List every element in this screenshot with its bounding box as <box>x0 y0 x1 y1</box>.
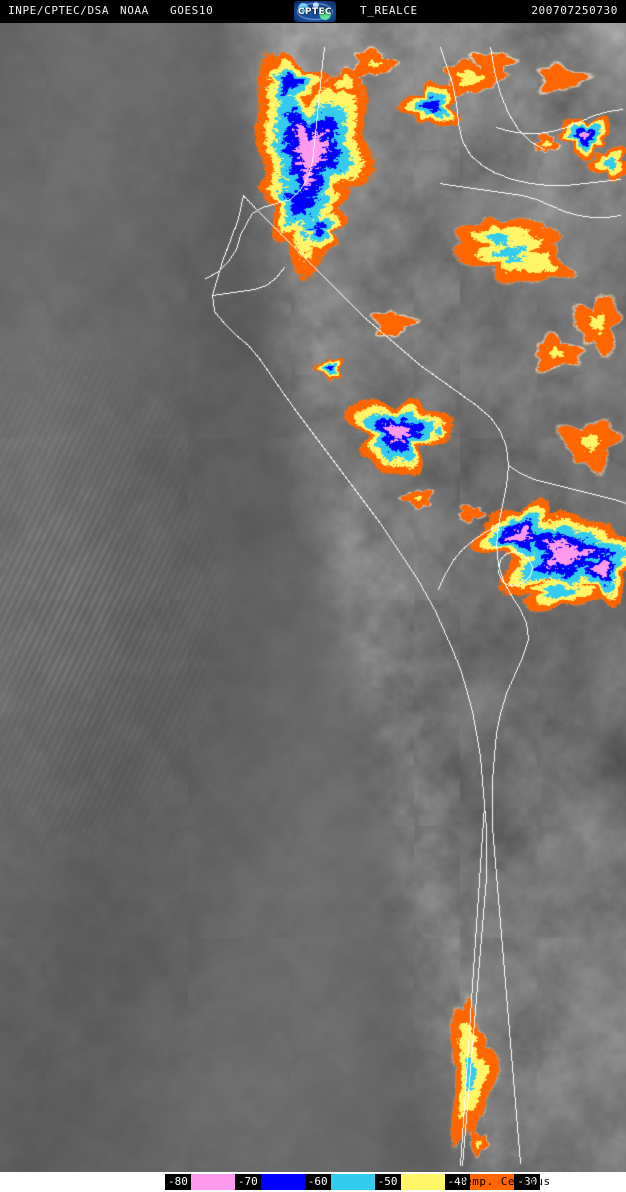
legend-scale: -80 -70 -60 -50 -40 -30 <box>165 1174 541 1190</box>
cptec-globe-logo[interactable]: CPTEC <box>294 1 336 22</box>
header-bar: INPE/CPTEC/DSA NOAA GOES10 CPTEC T_REALC… <box>0 0 626 23</box>
logo-ring <box>297 3 333 20</box>
legend-tick-minus50: -50 <box>374 1174 401 1190</box>
product-label: T_REALCE <box>360 4 418 17</box>
yellow-swatch <box>400 1174 445 1190</box>
legend-tick-minus80: -80 <box>165 1174 191 1190</box>
pink-swatch <box>190 1174 235 1190</box>
satellite-raster <box>0 23 626 1172</box>
satellite-image <box>0 23 626 1172</box>
logo-text: CPTEC <box>297 6 333 17</box>
satellite-label: GOES10 <box>170 4 214 17</box>
cyan-swatch <box>330 1174 375 1190</box>
blue-swatch <box>260 1174 305 1190</box>
legend-unit-label: Temp. Celsius <box>458 1175 551 1188</box>
source-label: NOAA <box>120 4 149 17</box>
timestamp-label: 200707250730 <box>531 4 618 17</box>
orange-swatch <box>470 1174 515 1190</box>
legend-tick-minus40: -40 <box>444 1174 471 1190</box>
temperature-legend: -80 -70 -60 -50 -40 -30 Temp. Celsius <box>0 1172 626 1192</box>
agency-label: INPE/CPTEC/DSA <box>8 4 110 17</box>
legend-tick-minus60: -60 <box>304 1174 331 1190</box>
legend-tick-minus70: -70 <box>234 1174 261 1190</box>
legend-tick-minus30: -30 <box>514 1174 541 1190</box>
